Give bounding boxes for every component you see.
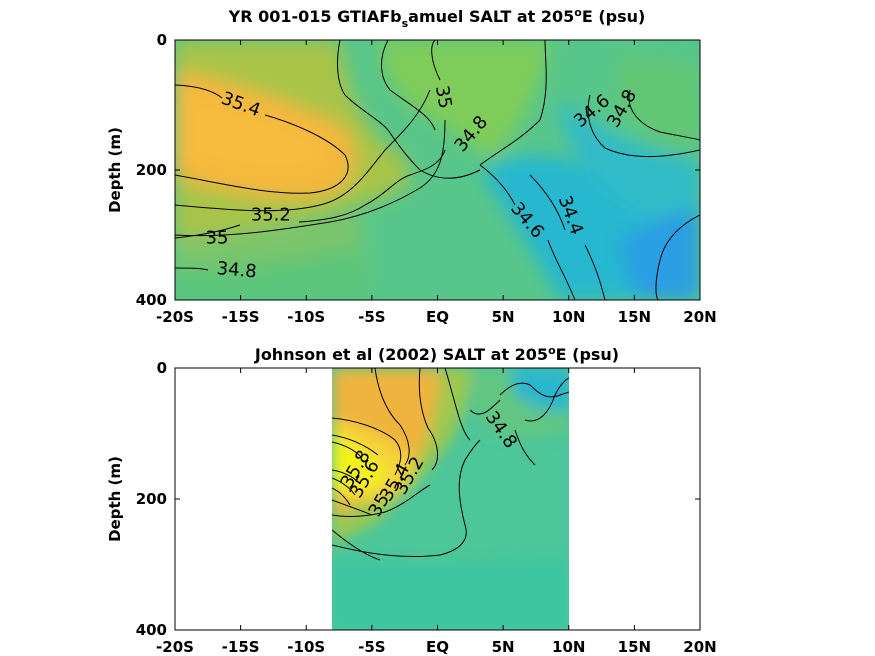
x-tick-label: -5S [358,308,385,326]
contour-35 [175,40,446,239]
x-tick-label: -20S [156,308,194,326]
contour-35-2 [175,89,446,223]
panel-top-colorfield [175,40,700,300]
contour-j7 [444,368,536,466]
contour-label: 35 [206,227,229,248]
contour-label: 35 [431,84,456,110]
y-tick-label: 400 [136,621,167,639]
contour-j1 [374,368,410,466]
contour-j4 [332,434,379,459]
panel-bottom-contours [332,368,569,561]
x-tick-label: 15N [618,638,651,656]
y-tick-label: 0 [157,31,167,49]
contour-j10 [499,382,569,398]
y-tick-label: 200 [136,161,167,179]
contour-35-4 [175,84,349,194]
x-tick-label: EQ [426,308,449,326]
x-tick-label: -15S [222,638,260,656]
x-tick-label: EQ [426,638,449,656]
y-tick-label: 400 [136,291,167,309]
x-tick-label: 5N [492,308,515,326]
panel-bottom-title: Johnson et al (2002) SALT at 205oE (psu) [254,344,619,364]
x-tick-label: -10S [287,308,325,326]
panel-top: YR 001-015 GTIAFbsamuel SALT at 205oE (p… [106,6,717,326]
contour-j9 [332,529,381,561]
x-tick-label: 10N [552,308,585,326]
x-tick-label: 5N [492,638,515,656]
panel-top-ylabel: Depth (m) [106,127,124,213]
contour-label: 35.2 [251,205,291,226]
panel-bottom-colorfield [332,368,569,630]
x-tick-label: -20S [156,638,194,656]
contour-34-8c [628,89,700,141]
x-tick-label: 20N [683,308,716,326]
y-tick-label: 200 [136,490,167,508]
panel-bottom-xticks: -20S -15S -10S -5S EQ 5N 10N 15N 20N [156,368,717,656]
panel-top-xticks: -20S -15S -10S -5S EQ 5N 10N 15N 20N [156,40,717,326]
contour-34-6b [587,94,700,157]
x-tick-label: -10S [287,638,325,656]
contour-34-6a [479,164,576,300]
contour-j8 [332,439,481,558]
x-tick-label: 15N [618,308,651,326]
panel-bottom-yticks: 0 200 400 [136,359,700,639]
x-tick-label: -15S [222,308,260,326]
contour-j2 [418,368,438,471]
panel-bottom: Johnson et al (2002) SALT at 205oE (psu) [106,344,717,656]
contour-34-4b [655,214,700,300]
panel-top-contours [175,40,700,300]
contour-34-8 [175,40,481,271]
contour-j5 [332,469,361,506]
x-tick-label: 20N [683,638,716,656]
panel-top-title: YR 001-015 GTIAFbsamuel SALT at 205oE (p… [228,6,646,30]
contour-34-4 [529,174,606,300]
x-tick-label: -5S [358,638,385,656]
contour-j6 [332,484,431,517]
panel-bottom-ylabel: Depth (m) [106,456,124,542]
x-tick-label: 10N [552,638,585,656]
contour-label: 34.8 [216,258,258,282]
y-tick-label: 0 [157,359,167,377]
panel-top-yticks: 0 200 400 [136,31,700,309]
contour-j3 [332,417,402,476]
contour-34-8b [479,40,547,166]
contour-j11 [524,377,569,422]
